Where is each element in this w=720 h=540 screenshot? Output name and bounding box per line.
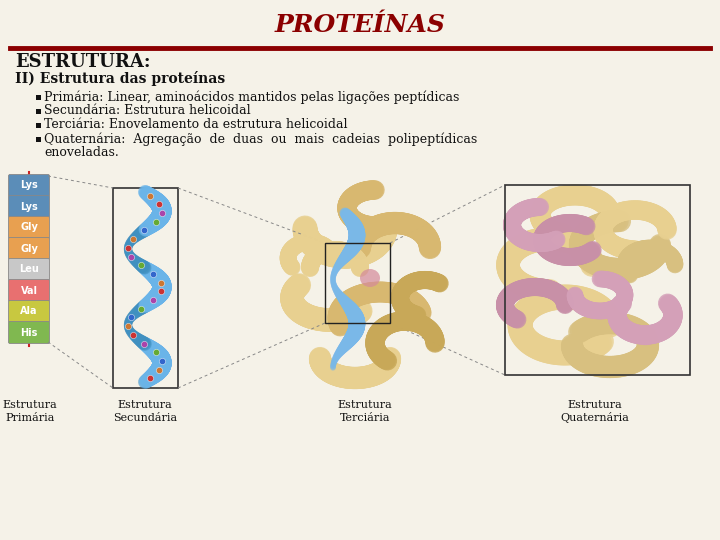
Text: Val: Val [20,286,37,295]
Bar [325,243,390,323]
Text: enoveladas.: enoveladas. [44,145,119,159]
Text: Estrutura: Estrutura [567,400,622,410]
FancyBboxPatch shape [36,95,41,100]
Text: II) Estrutura das proteínas: II) Estrutura das proteínas [15,71,225,86]
Text: Gly: Gly [20,222,38,233]
Text: Estrutura: Estrutura [338,400,392,410]
FancyBboxPatch shape [9,280,50,301]
Text: His: His [20,327,37,338]
FancyBboxPatch shape [9,195,50,218]
FancyBboxPatch shape [36,109,41,114]
Text: Gly: Gly [20,244,38,253]
Text: Primária: Linear, aminoácidos mantidos pelas ligações peptídicas: Primária: Linear, aminoácidos mantidos p… [44,90,459,104]
Text: Primária: Primária [5,413,55,423]
Text: Lys: Lys [20,201,38,212]
Text: Terciária: Enovelamento da estrutura helicoidal: Terciária: Enovelamento da estrutura hel… [44,118,348,132]
FancyBboxPatch shape [36,137,41,142]
Text: Estrutura: Estrutura [117,400,172,410]
Text: Ala: Ala [20,307,37,316]
Text: Lys: Lys [20,180,38,191]
FancyBboxPatch shape [9,259,50,280]
Bar [505,185,690,375]
FancyBboxPatch shape [36,123,41,128]
FancyBboxPatch shape [9,300,50,322]
Bar [113,188,178,388]
Text: Leu: Leu [19,265,39,274]
FancyBboxPatch shape [9,321,50,343]
Text: PROTEÍNAS: PROTEÍNAS [274,13,446,37]
Text: Quaternária: Quaternária [561,412,629,423]
Text: Estrutura: Estrutura [3,400,58,410]
Text: Quaternária:  Agregação  de  duas  ou  mais  cadeias  polipeptídicas: Quaternária: Agregação de duas ou mais c… [44,132,477,146]
FancyBboxPatch shape [36,150,41,155]
Ellipse shape [360,269,380,287]
FancyBboxPatch shape [9,217,50,239]
Text: Terciária: Terciária [340,413,390,423]
Text: Secundária: Secundária [113,413,177,423]
FancyBboxPatch shape [9,174,50,197]
Text: ESTRUTURA:: ESTRUTURA: [15,53,150,71]
FancyBboxPatch shape [9,238,50,260]
Text: Secundária: Estrutura helicoidal: Secundária: Estrutura helicoidal [44,105,251,118]
